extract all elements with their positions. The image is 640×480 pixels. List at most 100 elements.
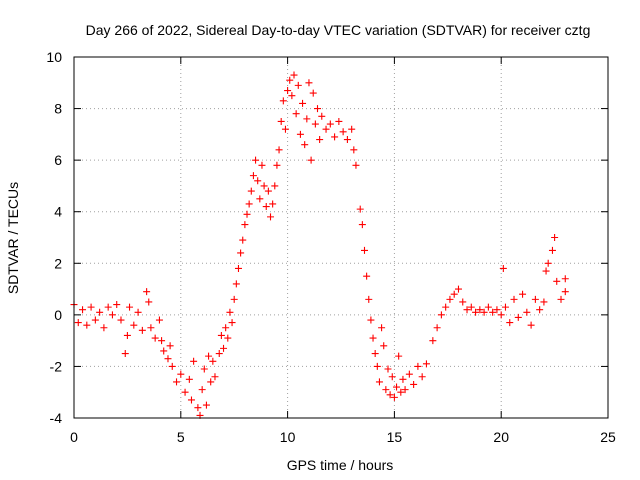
data-point: [245, 200, 253, 208]
data-point: [375, 378, 383, 386]
data-point: [499, 264, 507, 272]
data-point: [209, 357, 217, 365]
data-point: [429, 337, 437, 345]
data-point: [501, 303, 509, 311]
data-point: [553, 277, 561, 285]
chart-title: Day 266 of 2022, Sidereal Day-to-day VTE…: [86, 22, 591, 38]
grid-lines: [74, 57, 608, 418]
data-point: [489, 308, 497, 316]
data-point: [303, 115, 311, 123]
data-point: [249, 172, 257, 180]
data-point: [418, 373, 426, 381]
data-point: [356, 205, 364, 213]
y-tick-label: 6: [54, 152, 62, 168]
data-point: [358, 221, 366, 229]
y-tick-label: 10: [46, 49, 62, 65]
data-point: [446, 295, 454, 303]
data-point: [557, 295, 565, 303]
data-point: [561, 275, 569, 283]
data-point: [185, 375, 193, 383]
data-point: [241, 221, 249, 229]
data-point: [542, 267, 550, 275]
x-tick-label: 0: [70, 429, 78, 445]
data-point: [247, 187, 255, 195]
data-point: [226, 308, 234, 316]
axis-ticks: [73, 56, 609, 419]
data-point: [117, 316, 125, 324]
data-point: [222, 324, 230, 332]
data-point: [497, 311, 505, 319]
x-tick-label: 10: [280, 429, 296, 445]
y-tick-label: 2: [54, 255, 62, 271]
data-point: [262, 203, 270, 211]
data-point: [168, 362, 176, 370]
data-point: [480, 308, 488, 316]
y-tick-label: -4: [50, 410, 63, 426]
data-point: [237, 249, 245, 257]
data-point: [348, 125, 356, 133]
x-tick-label: 5: [177, 429, 185, 445]
data-point: [561, 288, 569, 296]
data-point: [399, 375, 407, 383]
data-point: [264, 187, 272, 195]
data-point: [536, 306, 544, 314]
data-point: [544, 259, 552, 267]
data-point: [166, 342, 174, 350]
data-point: [309, 89, 317, 97]
data-point: [277, 117, 285, 125]
data-point: [211, 373, 219, 381]
data-point: [551, 234, 559, 241]
data-point: [395, 352, 403, 360]
data-point: [422, 360, 430, 368]
data-point: [476, 306, 484, 314]
data-point: [326, 120, 334, 128]
data-point: [256, 195, 264, 203]
data-point: [74, 319, 82, 327]
data-point: [123, 331, 131, 339]
data-point: [331, 133, 339, 141]
y-axis-label: SDTVAR / TECUs: [5, 182, 21, 294]
data-point: [454, 285, 462, 293]
data-point: [548, 246, 556, 254]
data-point: [190, 357, 198, 365]
x-tick-label: 20: [493, 429, 509, 445]
data-point: [311, 120, 319, 128]
x-axis-label: GPS time / hours: [287, 457, 394, 473]
data-point: [126, 303, 134, 311]
data-point: [145, 298, 153, 306]
data-point: [360, 246, 368, 254]
data-point: [200, 365, 208, 373]
data-point: [299, 99, 307, 107]
data-point: [217, 331, 225, 339]
data-point: [352, 161, 360, 169]
data-point: [378, 324, 386, 332]
data-point: [232, 280, 240, 288]
data-point: [410, 380, 418, 388]
data-point: [207, 378, 215, 386]
data-point: [433, 324, 441, 332]
data-point: [463, 306, 471, 314]
data-point: [523, 308, 531, 316]
data-point: [384, 365, 392, 373]
data-point: [155, 316, 163, 324]
data-point: [472, 308, 480, 316]
data-point: [493, 306, 501, 314]
data-point: [230, 295, 238, 303]
data-point: [275, 146, 283, 154]
data-point: [290, 71, 298, 79]
data-point: [292, 110, 300, 118]
data-point: [459, 298, 467, 306]
y-tick-label: 8: [54, 101, 62, 117]
data-point: [484, 303, 492, 311]
data-point: [164, 355, 172, 363]
data-point: [335, 117, 343, 125]
data-point: [294, 81, 302, 89]
data-point: [510, 295, 518, 303]
data-point: [369, 334, 377, 342]
data-point: [405, 370, 413, 378]
x-tick-labels: 0 5 10 15 20 25: [70, 429, 616, 445]
data-point: [239, 236, 247, 244]
data-point: [527, 321, 535, 329]
data-point: [158, 337, 166, 345]
